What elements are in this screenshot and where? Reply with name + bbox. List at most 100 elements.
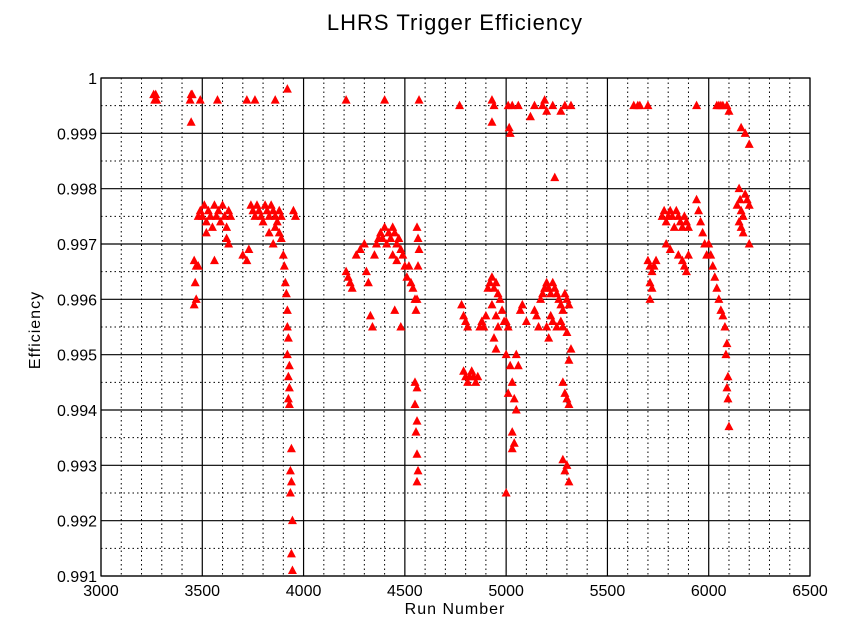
y-tick-label: 0.994 [57,403,97,420]
data-point [738,227,748,237]
data-point [280,277,290,287]
data-point [286,548,296,558]
data-point [497,305,507,314]
data-point [185,95,195,104]
data-point [542,322,552,331]
data-point [505,128,515,137]
data-point [197,211,207,220]
data-point [347,283,357,292]
data-point [548,277,558,287]
data-point [222,233,232,242]
data-point [412,222,422,231]
data-point [284,382,294,392]
y-tick-label: 0.997 [57,237,97,254]
y-tick-label: 0.995 [57,348,97,365]
data-point [392,255,402,265]
data-point [412,294,422,303]
data-point [489,100,499,110]
data-point [413,465,423,475]
data-point [365,310,375,320]
data-point [201,227,211,237]
data-point [398,250,408,259]
data-point [718,310,728,320]
data-point [386,233,396,242]
data-point [507,427,517,436]
y-tick-label: 0.996 [57,292,97,309]
data-point [694,205,704,215]
data-point [560,100,570,110]
data-point [412,416,422,425]
data-point [284,360,294,370]
data-point [491,344,501,353]
data-point [722,338,732,348]
data-point [281,288,291,298]
data-point [463,377,473,386]
data-point [485,277,495,287]
data-point [692,194,702,204]
data-point [521,316,531,325]
data-point [487,272,497,281]
data-point [716,305,726,314]
data-point [363,277,373,287]
data-point [491,277,501,287]
data-point [698,227,708,237]
data-point [394,233,404,242]
data-point [285,465,295,475]
data-point [207,222,217,231]
data-point [525,111,535,121]
data-point [665,244,675,254]
data-point [692,100,702,110]
data-point [736,122,746,132]
data-point [371,239,381,248]
data-point [283,371,293,381]
data-point [276,233,286,242]
data-point [556,106,566,115]
x-tick-label: 5500 [590,583,626,600]
data-point [564,355,574,364]
data-point [643,100,653,110]
data-point [504,122,514,132]
data-point [369,250,379,259]
data-point [410,399,420,408]
data-point [493,322,503,331]
data-point [189,255,199,265]
data-point [721,349,731,359]
data-point [489,283,499,292]
data-point [538,288,548,298]
data-point [276,211,286,220]
data-point [651,255,661,265]
data-point [290,211,300,220]
data-point [463,322,473,331]
data-point [285,488,295,497]
data-point [513,360,523,370]
data-point [479,322,489,331]
data-point [396,322,406,331]
data-point [287,515,297,525]
data-point [191,294,201,303]
data-point [151,89,161,99]
data-point [287,565,297,574]
data-point [186,117,196,126]
data-point [667,211,677,220]
data-point [556,316,566,325]
data-point [390,305,400,314]
data-point [195,95,205,104]
data-point [530,305,540,314]
data-point [201,216,211,226]
data-point [222,222,232,231]
data-point [503,388,513,397]
data-point [724,106,734,115]
data-point [540,95,550,104]
data-point [388,222,398,231]
data-point [683,222,693,231]
data-point [546,288,556,298]
data-point [564,299,574,309]
data-point [538,100,548,110]
data-point [412,449,422,458]
data-point [562,327,572,337]
data-point [649,261,659,270]
data-point [199,200,209,209]
data-point [152,95,162,104]
data-point [380,95,390,104]
data-point [635,100,645,110]
